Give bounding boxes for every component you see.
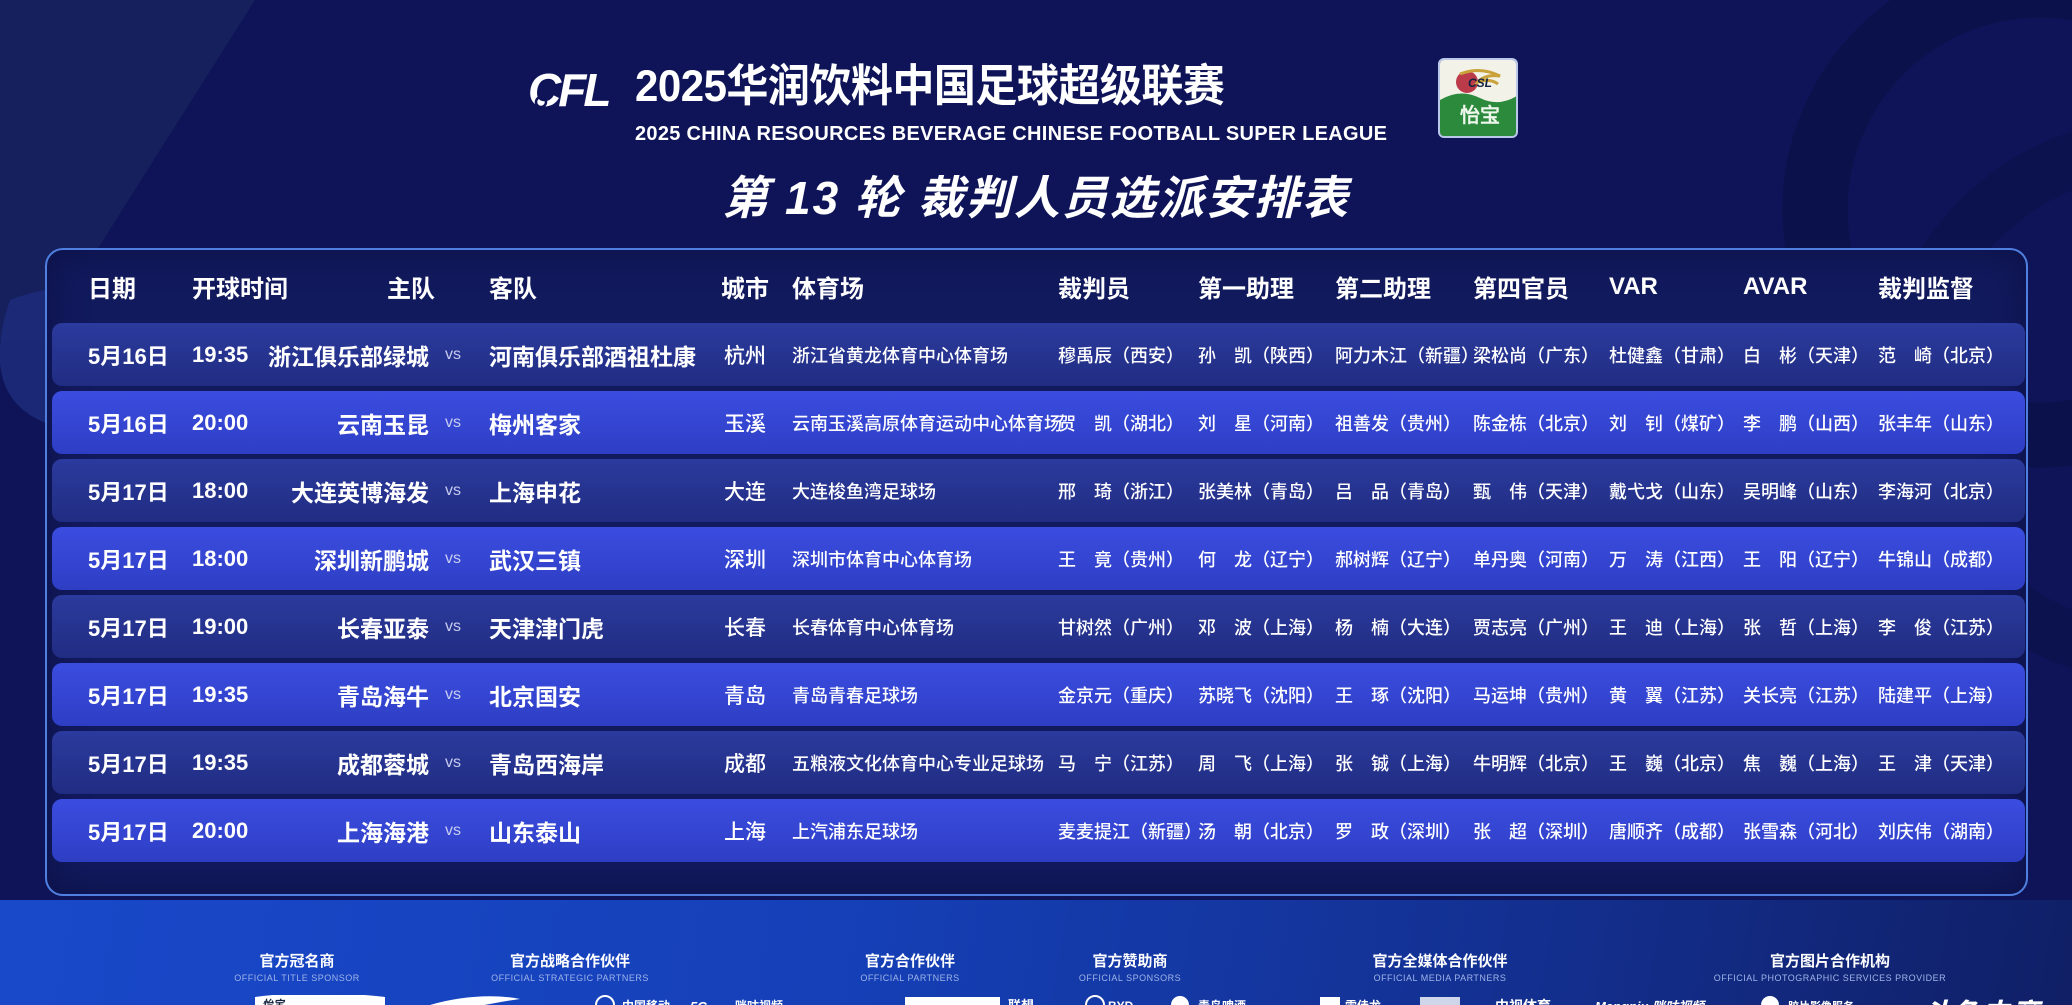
svg-text:Mengniu 咪咕视频: Mengniu 咪咕视频	[1595, 999, 1707, 1005]
svg-text:雪佳龙: 雪佳龙	[1345, 998, 1381, 1005]
svg-text:BYD: BYD	[1108, 999, 1134, 1005]
svg-text:怡宝: 怡宝	[262, 998, 286, 1005]
svg-text:5G: 5G	[690, 999, 707, 1005]
svg-text:胶片影像服务: 胶片影像服务	[1788, 999, 1854, 1005]
svg-text:中国移动: 中国移动	[622, 998, 670, 1005]
svg-text:斗龟电竞: 斗龟电竞	[1920, 999, 2044, 1005]
svg-text:青岛啤酒: 青岛啤酒	[1198, 998, 1246, 1005]
svg-text:咪咕视频: 咪咕视频	[735, 998, 783, 1005]
svg-text:中视体育: 中视体育	[1495, 998, 1551, 1005]
svg-text:CSL: CSL	[1468, 76, 1492, 90]
svg-text:CFL: CFL	[528, 64, 609, 116]
svg-text:联想: 联想	[1008, 998, 1034, 1005]
svg-text:怡宝: 怡宝	[1460, 103, 1500, 127]
